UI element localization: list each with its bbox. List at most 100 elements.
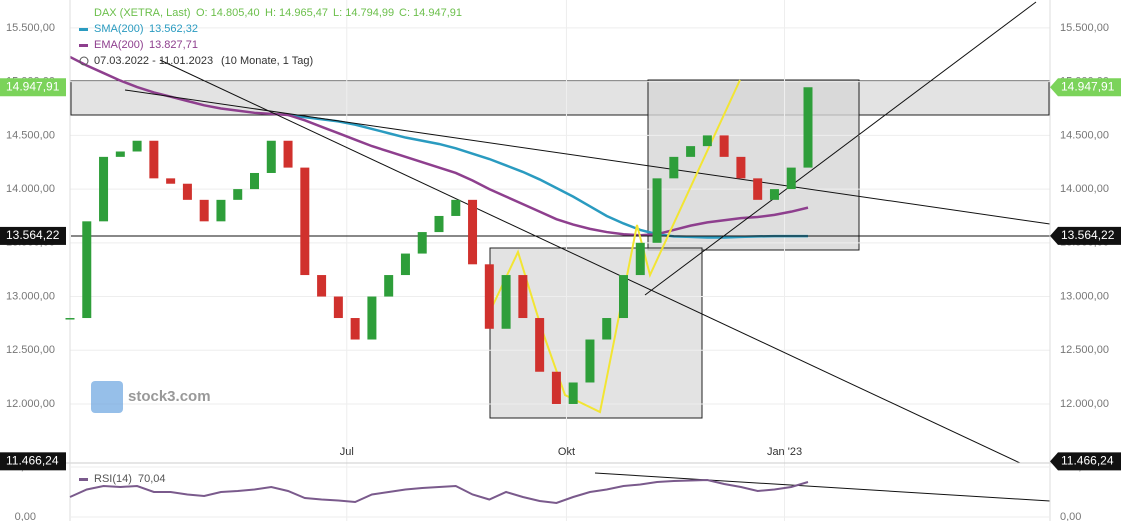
candle xyxy=(115,151,125,157)
y-tick-label: 14.000,00 xyxy=(1060,183,1109,195)
legend-swatch xyxy=(79,478,88,481)
x-tick-label: Okt xyxy=(558,446,575,458)
candle xyxy=(619,275,628,319)
zigzag xyxy=(492,79,741,414)
legend-value: 13.827,71 xyxy=(149,39,198,51)
zone xyxy=(489,247,703,419)
candle xyxy=(602,318,612,340)
logo xyxy=(91,381,123,413)
price-tag-box xyxy=(0,78,66,97)
candle xyxy=(468,199,478,265)
candle xyxy=(182,183,192,200)
zone xyxy=(647,79,860,251)
candle xyxy=(199,199,209,222)
legend-label: SMA(200) xyxy=(94,23,144,35)
legend-value: 70,04 xyxy=(138,473,166,485)
price-tag-box xyxy=(1050,452,1121,471)
candle xyxy=(434,215,444,233)
candle xyxy=(266,140,276,173)
candle xyxy=(350,318,360,340)
clock-icon xyxy=(79,56,89,66)
y-tick-label: 12.500,00 xyxy=(1060,344,1109,356)
price-tag-label: 11.466,24 xyxy=(1061,454,1114,468)
legend-open: O: 14.805,40 xyxy=(196,7,260,19)
candle xyxy=(99,156,109,222)
price-tag-label: 11.466,24 xyxy=(6,454,59,468)
price-tag: 13.564,22 13.564,22 xyxy=(0,226,1121,245)
y-tick-label: 13.000,00 xyxy=(6,290,55,302)
legend-swatch xyxy=(79,44,88,47)
legend-period-note: (10 Monate, 1 Tag) xyxy=(221,55,313,67)
candle xyxy=(400,253,410,276)
price-tag-label: 14.947,91 xyxy=(1061,79,1115,93)
candle xyxy=(702,135,712,147)
candle xyxy=(484,264,494,329)
price-tag-label: 14.947,91 xyxy=(6,79,60,93)
indicator-line xyxy=(69,55,809,237)
trendline xyxy=(124,89,1051,225)
y-tick-label: 14.500,00 xyxy=(6,129,55,141)
candle xyxy=(132,140,142,152)
candle xyxy=(753,178,763,200)
y-tick-label: 12.500,00 xyxy=(6,344,55,356)
candle xyxy=(300,167,310,276)
candle xyxy=(786,167,796,190)
candle xyxy=(686,146,696,157)
x-tick-label: Jan '23 xyxy=(767,446,802,458)
rsi-line xyxy=(69,478,809,505)
y-tick-label: 14.500,00 xyxy=(1060,129,1109,141)
price-tag-box xyxy=(0,226,66,245)
candle xyxy=(233,189,243,200)
candle xyxy=(82,221,92,319)
candle xyxy=(518,275,528,319)
candle xyxy=(283,140,293,168)
candle xyxy=(317,275,327,297)
y-tick-label: 13.000,00 xyxy=(1060,290,1109,302)
y-tick-label: 12.000,00 xyxy=(6,398,55,410)
candle xyxy=(250,172,259,190)
candle xyxy=(333,296,343,319)
trendlines xyxy=(71,1,1051,502)
y-tick-label: 0,00 xyxy=(15,511,36,521)
price-tag-label: 13.564,22 xyxy=(1061,228,1115,242)
legend-close: C: 14.947,91 xyxy=(399,7,462,19)
y-tick-label: 14.000,00 xyxy=(6,183,55,195)
legend-high: H: 14.965,47 xyxy=(265,7,328,19)
candle xyxy=(652,178,662,243)
trendline xyxy=(159,59,1021,464)
candle xyxy=(149,140,159,179)
price-tag: 14.947,91 14.947,91 xyxy=(0,78,1121,97)
trendline xyxy=(594,472,1051,502)
x-tick-label: Jul xyxy=(340,446,354,458)
legend-label: EMA(200) xyxy=(94,39,144,51)
legend-value: 13.562,32 xyxy=(149,23,198,35)
candle xyxy=(417,232,427,254)
candle xyxy=(669,156,679,179)
y-tick-label: 15.500,00 xyxy=(1060,22,1109,34)
candle xyxy=(736,156,746,179)
legend-title: DAX (XETRA, Last) xyxy=(94,7,191,19)
candle xyxy=(585,339,595,383)
legend-period: 07.03.2022 - 11.01.2023 xyxy=(94,55,213,67)
price-tag-box xyxy=(0,452,66,471)
candle xyxy=(367,296,377,340)
candle xyxy=(65,318,75,320)
trendline xyxy=(644,1,1037,296)
price-tag: 11.466,24 11.466,24 xyxy=(0,452,1121,471)
candle xyxy=(216,199,226,222)
legend-swatch xyxy=(79,28,88,31)
candle xyxy=(803,87,813,168)
y-tick-label: 0,00 xyxy=(1060,511,1081,521)
candle xyxy=(769,189,779,200)
candle xyxy=(635,242,645,276)
candle xyxy=(535,318,545,372)
legend-low: L: 14.794,99 xyxy=(333,7,394,19)
zone xyxy=(70,80,1050,116)
candle xyxy=(451,199,461,216)
y-tick-label: 12.000,00 xyxy=(1060,398,1109,410)
candle xyxy=(501,275,511,329)
candle xyxy=(551,371,561,404)
candle xyxy=(166,178,176,184)
candle xyxy=(568,382,578,404)
